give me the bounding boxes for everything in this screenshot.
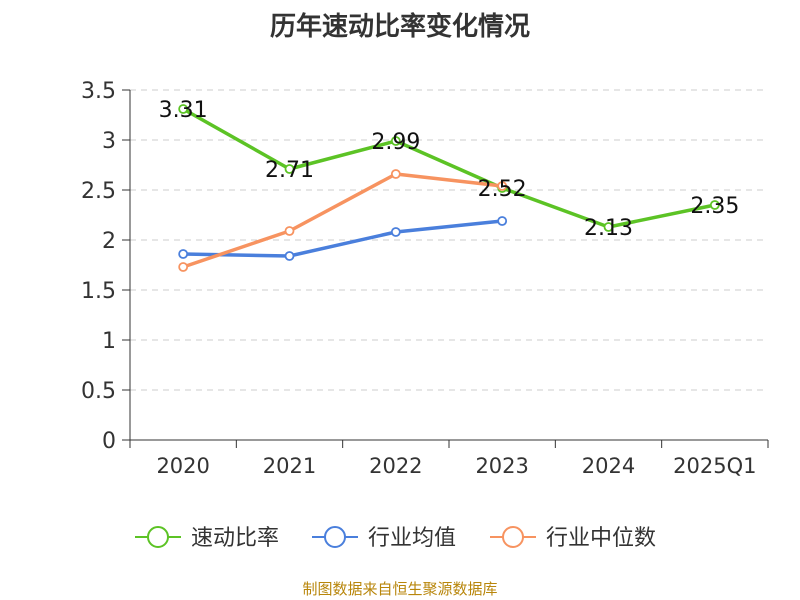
legend-marker xyxy=(147,526,169,548)
series-line-0 xyxy=(182,107,716,229)
chart-title: 历年速动比率变化情况 xyxy=(269,12,530,42)
data-label: 2.52 xyxy=(478,177,527,202)
y-tick-label: 2 xyxy=(102,229,116,254)
y-tick-label: 1.5 xyxy=(81,279,116,304)
data-point xyxy=(497,181,508,191)
legend-label: 行业中位数 xyxy=(546,526,656,551)
y-tick-label: 3.5 xyxy=(81,79,116,104)
data-point xyxy=(178,249,189,259)
data-labels: 3.31 2.71 2.99 2.52 2.13 2.35 xyxy=(159,98,740,241)
data-label: 3.31 xyxy=(159,98,208,123)
x-tick-label: 2024 xyxy=(582,454,635,478)
x-tick-label: 2025Q1 xyxy=(673,454,756,478)
legend: 速动比率 行业均值 行业中位数 xyxy=(135,526,656,551)
series-line-2 xyxy=(182,172,503,269)
x-tick-label: 2021 xyxy=(263,454,316,478)
y-tick-label: 3 xyxy=(102,129,116,154)
data-point xyxy=(178,104,189,114)
axes: 0 0.5 1 1.5 2 2.5 3 3.5 2020 2021 2022 2023 2024 2025… xyxy=(81,79,769,478)
legend-marker xyxy=(502,526,524,548)
data-label: 2.99 xyxy=(371,130,420,155)
data-point xyxy=(284,164,295,174)
y-tick-label: 0.5 xyxy=(81,379,116,404)
grid-lines xyxy=(130,89,768,391)
legend-label: 速动比率 xyxy=(191,526,279,551)
y-tick-label: 2.5 xyxy=(81,179,116,204)
data-point xyxy=(390,169,401,179)
data-point xyxy=(390,136,401,146)
data-point xyxy=(284,226,295,236)
x-tick-label: 2023 xyxy=(475,454,528,478)
data-point xyxy=(603,222,614,232)
series-lines xyxy=(178,104,720,272)
series-line-1 xyxy=(183,219,503,258)
data-point xyxy=(284,251,295,261)
legend-label: 行业均值 xyxy=(368,526,456,551)
y-tick-label: 1 xyxy=(102,329,116,354)
data-label: 2.13 xyxy=(584,216,633,241)
y-tick-label: 0 xyxy=(102,429,116,454)
data-point xyxy=(709,200,720,210)
data-label: 2.35 xyxy=(690,194,739,219)
data-point xyxy=(497,216,508,226)
data-label: 2.71 xyxy=(265,158,314,183)
legend-marker xyxy=(324,526,346,548)
data-point xyxy=(178,262,189,272)
data-source-note: 制图数据来自恒生聚源数据库 xyxy=(302,580,498,598)
data-point xyxy=(390,227,401,237)
x-tick-label: 2022 xyxy=(369,454,422,478)
x-tick-label: 2020 xyxy=(156,454,209,478)
